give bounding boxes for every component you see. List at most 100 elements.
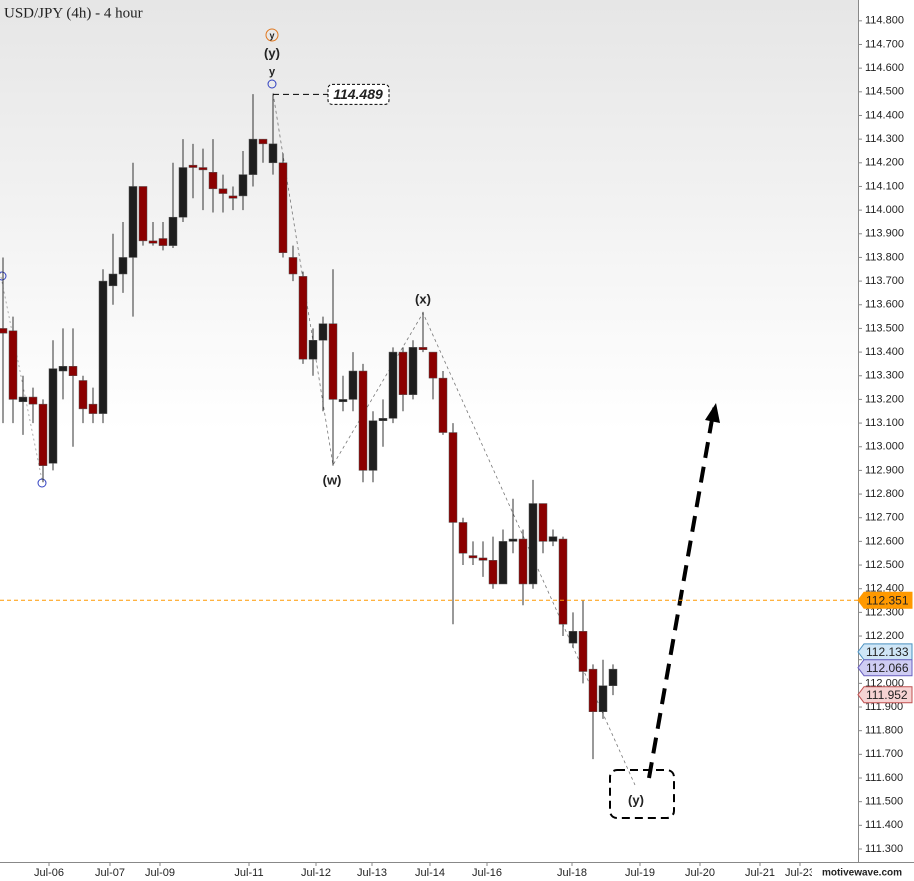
- candle-body: [88, 403, 98, 414]
- candle-body: [28, 396, 38, 405]
- y-tick-label: 114.300: [865, 133, 904, 145]
- y-tick-label: 114.700: [865, 38, 904, 50]
- watermark: motivewave.com: [822, 868, 902, 879]
- candle-body: [208, 172, 218, 190]
- x-tick-label: Jul-12: [301, 867, 331, 879]
- candle-body: [508, 538, 518, 542]
- high-marker-box: [327, 83, 390, 105]
- y-axis-area: [858, 0, 914, 881]
- y-tick-label: 114.000: [865, 204, 904, 216]
- candle-body: [538, 503, 548, 542]
- candle-body: [258, 138, 268, 145]
- y-tick-label: 113.100: [865, 417, 904, 429]
- price-tag-label-bg: [857, 643, 913, 661]
- candle-body: [238, 174, 248, 197]
- candle-body: [228, 195, 238, 199]
- y-tick-label: 112.300: [865, 606, 904, 618]
- y-tick-label: 112.700: [865, 512, 904, 524]
- candle-body: [598, 685, 608, 712]
- candle-body: [328, 323, 338, 400]
- candle-body: [418, 347, 428, 350]
- candle-body: [0, 328, 8, 334]
- candle-body: [548, 536, 558, 542]
- wave-label: y: [269, 30, 274, 40]
- high-marker-label: 114.489: [333, 86, 383, 102]
- wave-label: (w): [323, 472, 342, 487]
- candle-body: [358, 370, 368, 471]
- arrow-head: [705, 403, 720, 423]
- y-tick-label: 111.800: [865, 725, 903, 737]
- candle-body: [118, 257, 128, 275]
- price-tag-label: 112.066: [866, 661, 909, 675]
- candle-body: [528, 503, 538, 585]
- candle-body: [308, 340, 318, 360]
- x-tick-label: Jul-18: [557, 867, 587, 879]
- price-tag-label-bg: [857, 686, 913, 704]
- candle-body: [408, 347, 418, 395]
- wave-label: (x): [415, 291, 431, 306]
- candle-body: [248, 138, 258, 175]
- wave-marker: [0, 271, 7, 281]
- candle-body: [218, 188, 228, 194]
- wave-marker: [265, 28, 279, 42]
- y-tick-label: 112.600: [865, 535, 904, 547]
- candle-body: [478, 557, 488, 561]
- watermark-bg: [812, 865, 912, 880]
- y-tick-label: 114.400: [865, 109, 904, 121]
- candle-body: [498, 541, 508, 585]
- candle-body: [78, 380, 88, 410]
- candle-body: [278, 162, 288, 253]
- price-tag-label: 111.952: [866, 688, 908, 702]
- candle-body: [148, 240, 158, 244]
- candle-body: [348, 370, 358, 400]
- x-tick-label: Jul-20: [685, 867, 715, 879]
- y-tick-label: 114.800: [865, 15, 904, 27]
- candle-body: [38, 403, 48, 466]
- y-tick-label: 113.000: [865, 441, 904, 453]
- current-price-label-bg: [857, 591, 913, 609]
- y-tick-label: 113.600: [865, 299, 904, 311]
- candle-body: [58, 366, 68, 372]
- x-tick-label: Jul-19: [625, 867, 655, 879]
- candle-body: [518, 538, 528, 585]
- x-tick-label: Jul-21: [745, 867, 775, 879]
- candle-body: [558, 538, 568, 625]
- y-tick-label: 112.900: [865, 464, 904, 476]
- y-tick-label: 111.600: [865, 772, 903, 784]
- candle-body: [268, 143, 278, 164]
- y-tick-label: 111.900: [865, 701, 903, 713]
- candle-body: [178, 167, 188, 218]
- candle-body: [8, 330, 18, 400]
- wave-label: y: [269, 66, 276, 78]
- wave-line: [0, 271, 43, 481]
- y-tick-label: 111.500: [865, 796, 903, 808]
- candle-body: [568, 631, 578, 644]
- wave-label: (y): [264, 45, 280, 60]
- candle-body: [368, 420, 378, 471]
- y-tick-label: 113.300: [865, 370, 904, 382]
- candle-body: [448, 432, 458, 523]
- candle-body: [168, 216, 178, 246]
- projection-arrow: [647, 407, 716, 779]
- price-tag-label: 112.133: [866, 645, 909, 659]
- x-tick-label: Jul-14: [415, 867, 445, 879]
- candle-body: [18, 396, 28, 403]
- candle-body: [488, 560, 498, 585]
- x-tick-label: Jul-07: [95, 867, 125, 879]
- candle-body: [608, 668, 618, 686]
- candle-body: [158, 238, 168, 246]
- candle-body: [318, 323, 328, 341]
- candle-body: [468, 555, 478, 559]
- chart-title: USD/JPY (4h) - 4 hour: [4, 5, 143, 21]
- candle-body: [138, 186, 148, 242]
- y-tick-label: 111.300: [865, 843, 903, 855]
- x-tick-label: Jul-13: [357, 867, 387, 879]
- candle-body: [68, 366, 78, 376]
- wave-marker: [267, 79, 277, 89]
- candle-body: [578, 631, 588, 672]
- candle-body: [188, 164, 198, 168]
- candle-body: [48, 368, 58, 464]
- x-tick-label: Jul-23: [785, 867, 815, 879]
- candle-body: [198, 167, 208, 171]
